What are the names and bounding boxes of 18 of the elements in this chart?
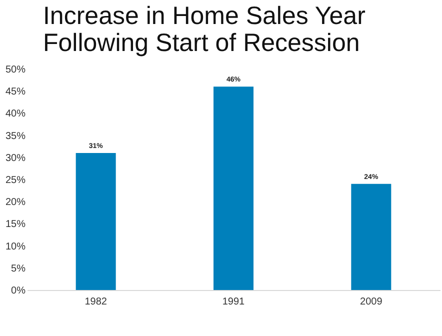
y-tick-label: 5% <box>11 263 26 274</box>
x-tick-label: 1991 <box>222 296 246 308</box>
bar <box>76 152 116 290</box>
y-tick-label: 10% <box>5 241 26 252</box>
y-tick-label: 50% <box>5 64 26 76</box>
y-tick-label: 0% <box>11 286 26 296</box>
x-tick-label: 1982 <box>84 296 108 308</box>
chart-title: Increase in Home Sales Year Following Start of Recession <box>42 2 366 57</box>
x-tick-label: 2009 <box>360 296 383 308</box>
bar <box>214 86 254 290</box>
y-tick-label: 30% <box>5 152 26 164</box>
y-tick-label: 40% <box>5 108 26 120</box>
y-tick-label: 35% <box>5 130 26 142</box>
y-tick-label: 20% <box>5 197 26 208</box>
y-tick-label: 25% <box>5 175 26 186</box>
y-tick-label: 45% <box>5 86 26 98</box>
bar <box>351 184 392 290</box>
y-tick-label: 15% <box>5 219 26 230</box>
